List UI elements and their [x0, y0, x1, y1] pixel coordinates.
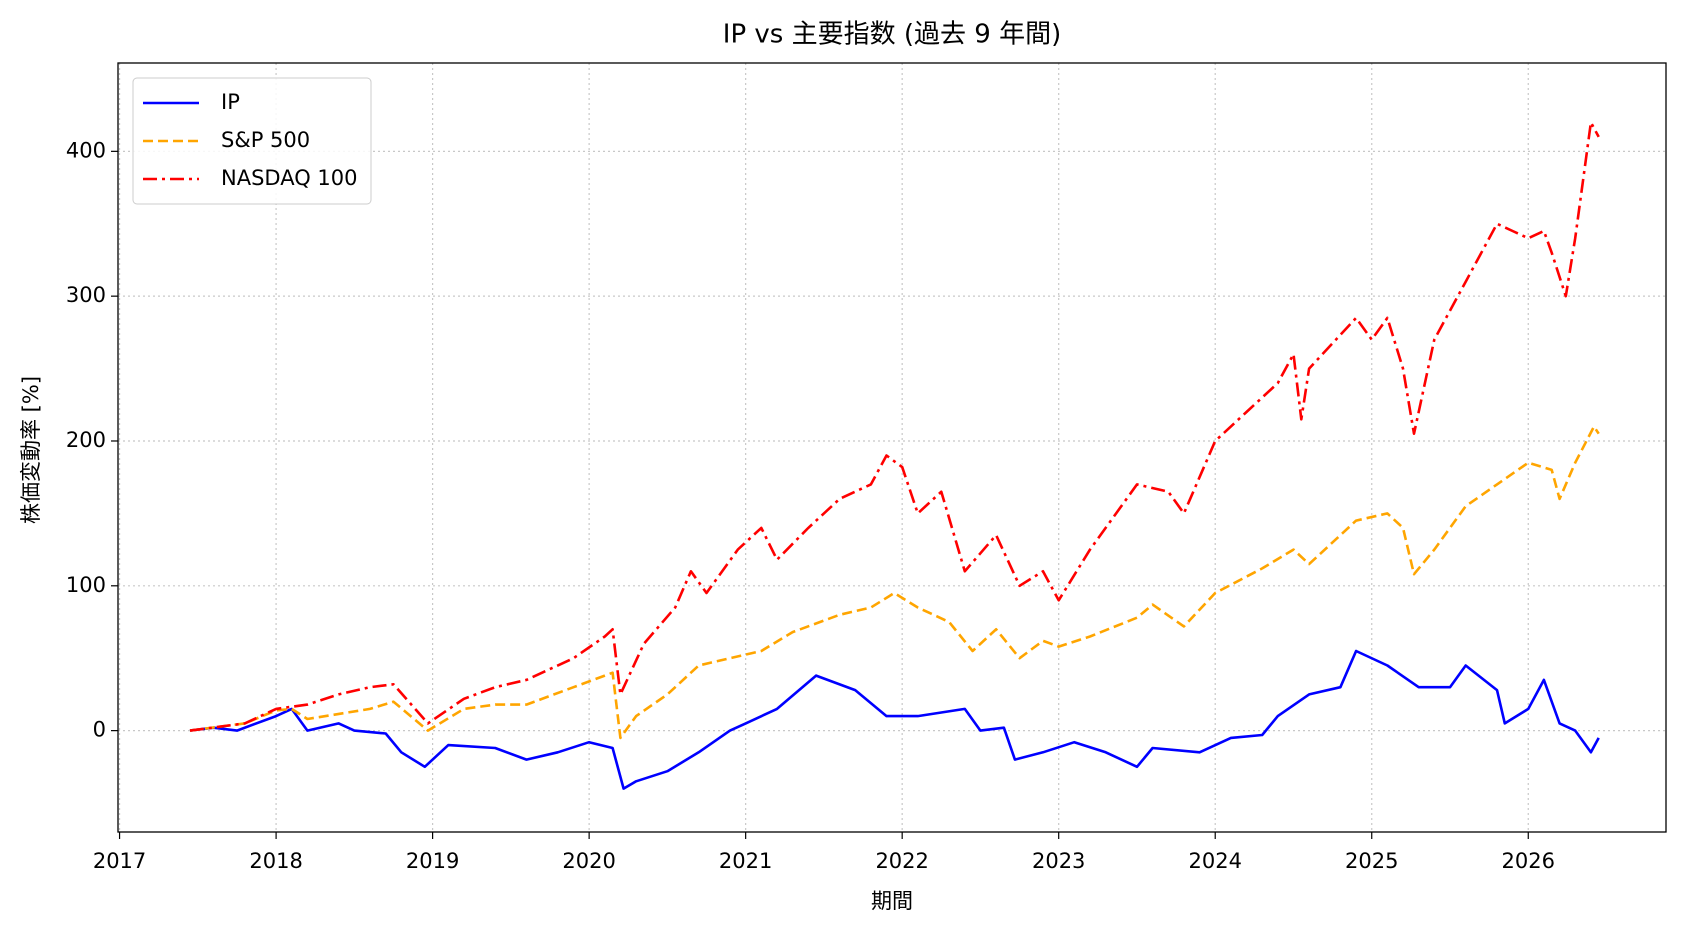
y-tick-label: 300	[66, 283, 106, 307]
x-tick-label: 2021	[719, 849, 772, 873]
plot-frame	[117, 62, 1667, 833]
x-tick-label: 2025	[1345, 849, 1398, 873]
y-tick-label: 400	[66, 138, 106, 162]
y-tick-label: 100	[66, 573, 106, 597]
legend-label: NASDAQ 100	[221, 166, 358, 190]
legend-box	[132, 77, 372, 205]
chart-title: IP vs 主要指数 (過去 9 年間)	[723, 20, 1061, 50]
series-line	[189, 425, 1600, 740]
y-tick-label: 0	[93, 718, 106, 742]
legend-label: S&P 500	[221, 128, 310, 152]
x-tick-label: 2017	[93, 849, 146, 873]
x-tick-label: 2026	[1502, 849, 1555, 873]
x-tick-label: 2024	[1188, 849, 1241, 873]
legend-label: IP	[221, 90, 240, 114]
series-line	[189, 649, 1600, 790]
x-axis-label: 期間	[871, 889, 913, 913]
x-tick-label: 2019	[406, 849, 459, 873]
series-line	[189, 121, 1600, 732]
x-tick-label: 2018	[249, 849, 302, 873]
x-tick-label: 2023	[1032, 849, 1085, 873]
x-tick-label: 2022	[875, 849, 928, 873]
y-axis-label: 株価変動率 [%]	[19, 376, 43, 524]
y-tick-label: 200	[66, 428, 106, 452]
x-tick-label: 2020	[562, 849, 615, 873]
legend: IP S&P 500 NASDAQ 100	[132, 77, 372, 205]
